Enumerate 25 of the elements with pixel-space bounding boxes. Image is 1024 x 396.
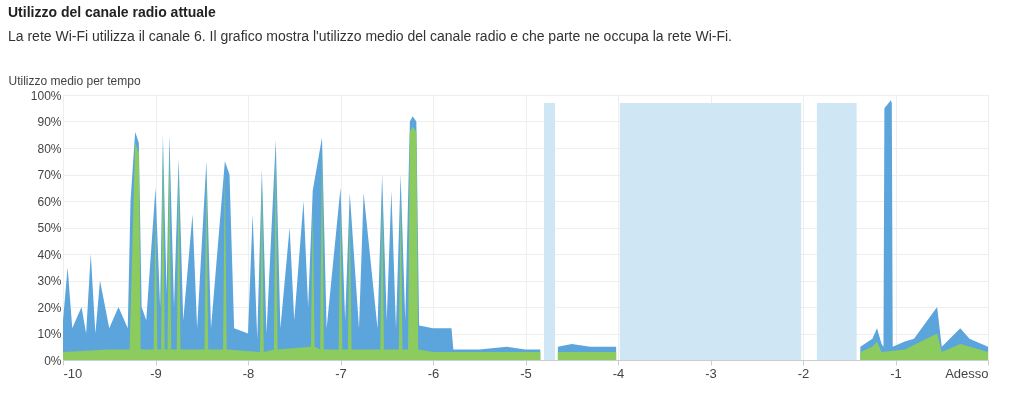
y-tick-label: 30% bbox=[37, 274, 62, 288]
x-tick-label: -6 bbox=[427, 365, 440, 381]
chart-subtitle: La rete Wi-Fi utilizza il canale 6. Il grafico mostra l'utilizzo medio del canale radio e che parte ne occupa la rete Wi-Fi. bbox=[8, 28, 732, 44]
y-tick-label: 70% bbox=[37, 168, 62, 182]
y-tick-label: 100% bbox=[30, 88, 62, 103]
y-tick-label: 40% bbox=[37, 247, 62, 262]
y-tick-label: 60% bbox=[37, 194, 62, 209]
chart-title: Utilizzo del canale radio attuale bbox=[8, 4, 216, 20]
x-tick-label: -3 bbox=[705, 365, 717, 381]
x-tick-label: -1 bbox=[890, 365, 902, 381]
x-tick-label: -5 bbox=[520, 365, 532, 381]
y-axis-title: Utilizzo medio per tempo bbox=[8, 73, 141, 88]
y-tick-label: 10% bbox=[37, 327, 62, 341]
y-tick-label: 20% bbox=[37, 300, 62, 315]
x-tick-label: -10 bbox=[63, 365, 83, 381]
y-tick-label: 0% bbox=[44, 353, 62, 368]
y-tick-label: 80% bbox=[37, 141, 62, 156]
x-tick-label: -4 bbox=[612, 365, 625, 381]
x-tick-label: Adesso bbox=[945, 365, 989, 381]
y-tick-label: 90% bbox=[37, 115, 62, 129]
x-tick-label: -7 bbox=[335, 365, 347, 381]
y-tick-label: 50% bbox=[37, 221, 62, 235]
x-tick-label: -2 bbox=[797, 365, 810, 381]
x-tick-label: -9 bbox=[150, 365, 162, 381]
x-tick-label: -8 bbox=[242, 365, 255, 381]
